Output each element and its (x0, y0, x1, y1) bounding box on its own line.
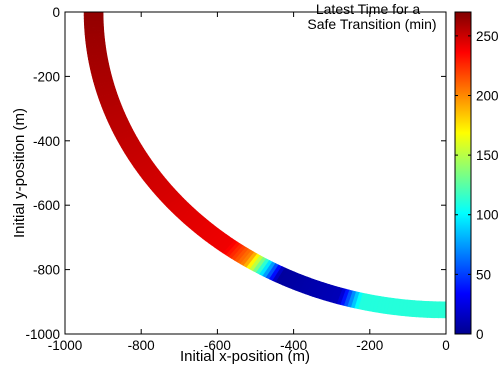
y-tick-label: -600 (33, 198, 60, 213)
colorbar-tick-label: 100 (476, 208, 498, 223)
band-cell-150 (438, 301, 443, 319)
plot-frame (64, 11, 447, 335)
y-tick-label: -1000 (25, 327, 60, 342)
x-tick-label: -600 (204, 338, 231, 353)
y-axis-label: Initial y-position (m) (11, 108, 28, 238)
y-tick-label: -400 (33, 134, 60, 149)
colorbar-ticks: 250 200 150 100 50 0 (455, 29, 498, 342)
band-cell-151 (442, 301, 446, 319)
colorbar-tick-label: 250 (476, 29, 498, 44)
arc-band (83, 12, 446, 319)
x-tick-label: -800 (128, 338, 155, 353)
x-tick-label: -200 (356, 338, 383, 353)
colorbar-tick-label: 200 (476, 88, 498, 103)
x-tick-label: -400 (280, 338, 307, 353)
colorbar-title-line-1: Latest Time for a (316, 1, 420, 17)
x-tick-label: 0 (442, 338, 450, 353)
y-axis-ticks: 0 -200 -400 -600 -800 -1000 (25, 5, 446, 342)
colorbar-tick-label: 50 (476, 267, 491, 282)
y-tick-label: 0 (52, 5, 60, 20)
colorbar-tick-label: 0 (476, 327, 484, 342)
x-tick-label: -1000 (48, 338, 83, 353)
colorbar-tick-label: 150 (476, 148, 498, 163)
x-axis-ticks: -1000 -800 -600 -400 -200 0 (48, 12, 450, 353)
y-tick-label: -800 (33, 263, 60, 278)
colorbar-title-line-2: Safe Transition (min) (307, 16, 436, 32)
colorbar-title: Latest Time for a Safe Transition (min) (307, 1, 436, 32)
x-axis-label: Initial x-position (m) (180, 348, 310, 365)
colorbar: 250 200 150 100 50 0 (454, 11, 498, 342)
y-tick-label: -200 (33, 69, 60, 84)
colorbar-gradient (454, 11, 472, 335)
